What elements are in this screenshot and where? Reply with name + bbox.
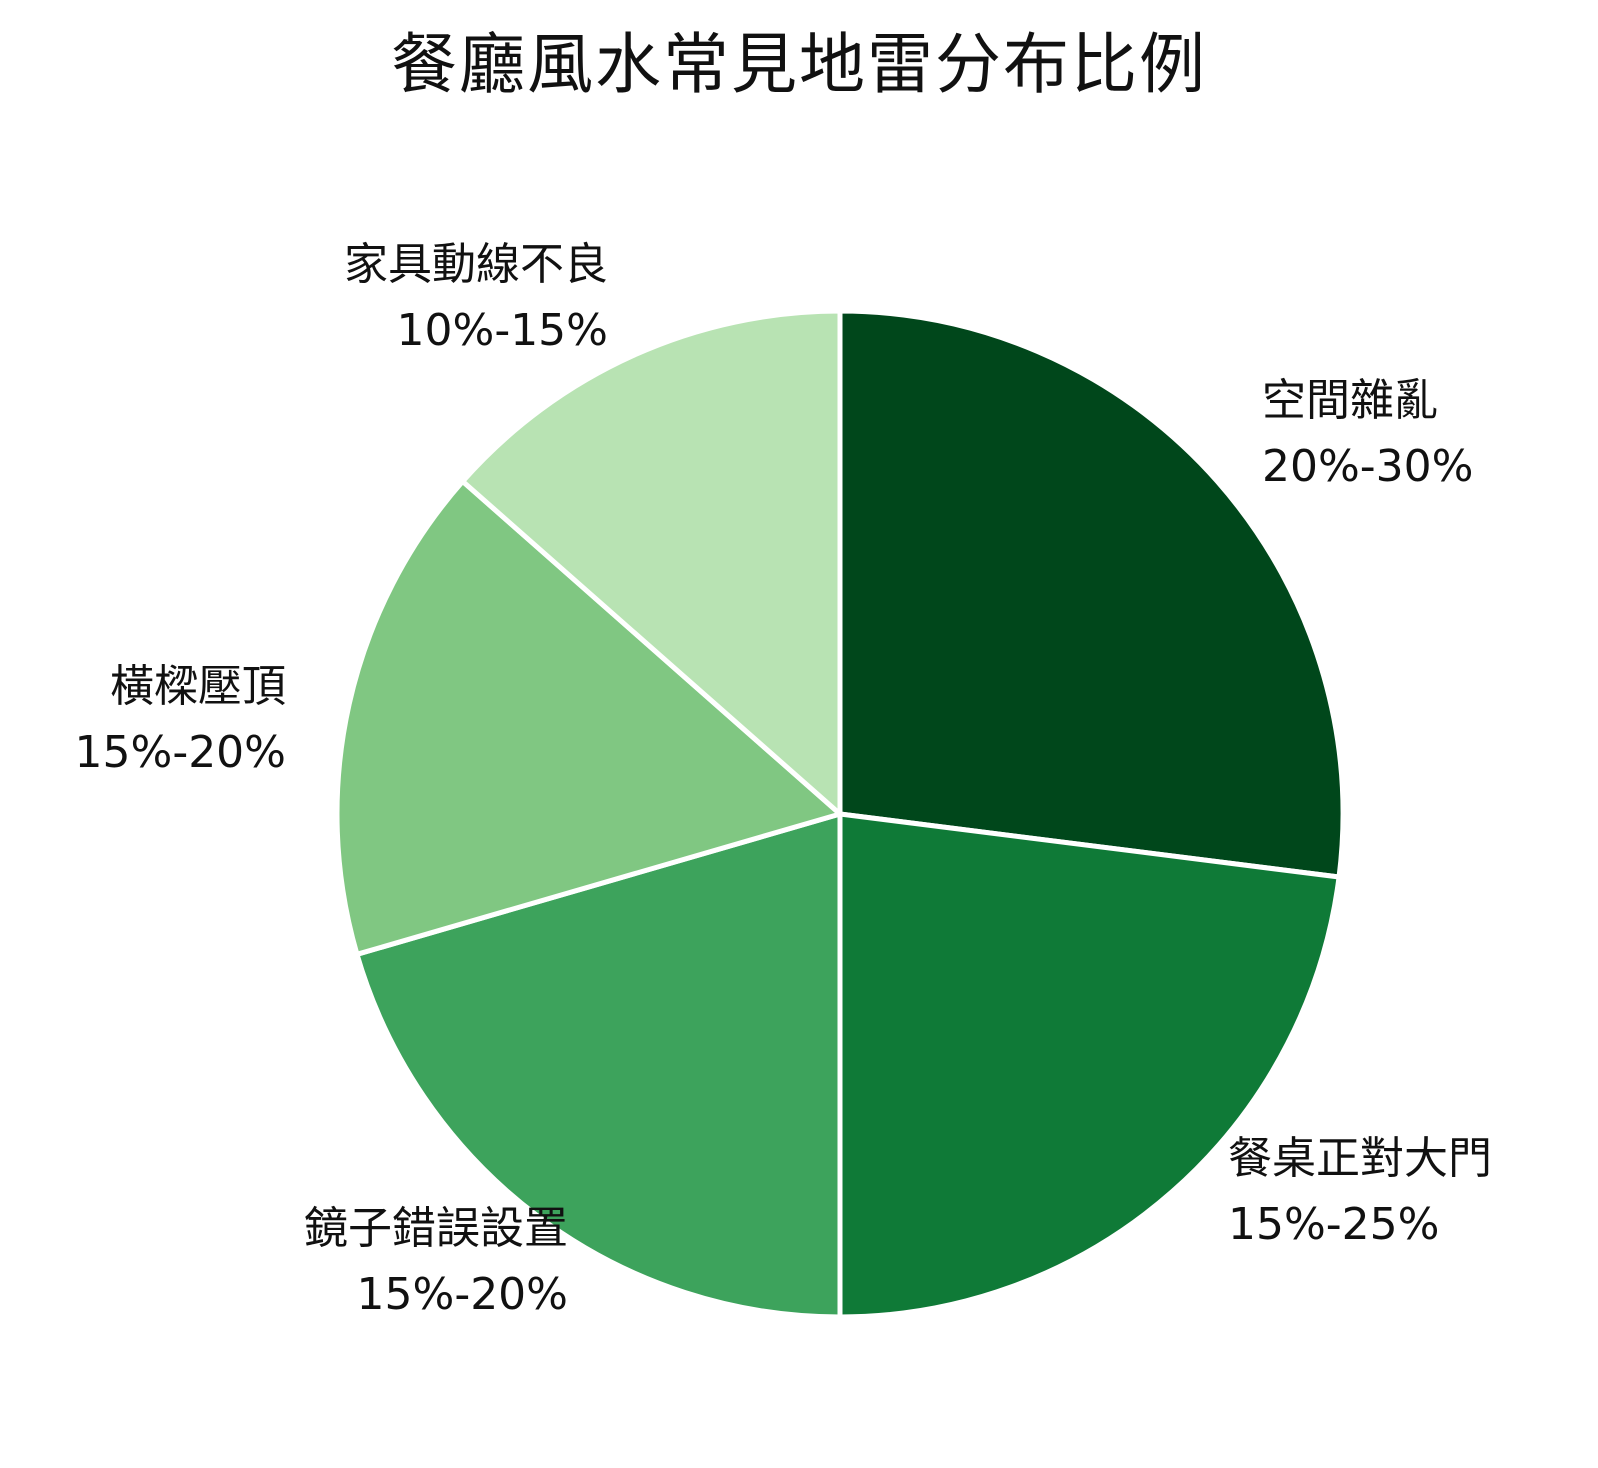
slice-clutter	[837, 308, 1346, 880]
slice-table-facing-door	[837, 811, 1342, 1320]
slice-range: 15%-20%	[356, 1269, 568, 1320]
slice-range: 20%-30%	[1262, 441, 1474, 492]
slice-range: 15%-25%	[1228, 1199, 1440, 1250]
slice-name: 餐桌正對大門	[1228, 1133, 1492, 1184]
slice-label-table-facing-door: 餐桌正對大門 15%-25%	[1228, 1126, 1492, 1258]
slice-label-mirror-misplacement: 鏡子錯誤設置 15%-20%	[304, 1196, 568, 1328]
slice-range: 15%-20%	[74, 727, 286, 778]
slice-beam-overhead	[334, 478, 843, 957]
slice-mirror-misplacement	[354, 811, 843, 1320]
slice-furniture-flow	[460, 308, 843, 817]
slice-label-beam-overhead: 橫樑壓頂 15%-20%	[75, 654, 286, 786]
slice-range: 10%-15%	[396, 305, 608, 356]
slice-label-clutter: 空間雜亂 20%-30%	[1262, 368, 1473, 500]
slice-name: 家具動線不良	[344, 239, 608, 290]
slice-label-furniture-flow: 家具動線不良 10%-15%	[344, 232, 608, 364]
slice-name: 鏡子錯誤設置	[304, 1203, 568, 1254]
pie-slices	[334, 308, 1346, 1320]
slice-name: 空間雜亂	[1262, 375, 1438, 426]
slice-name: 橫樑壓頂	[110, 661, 286, 712]
chart-title: 餐廳風水常見地雷分布比例	[391, 26, 1207, 103]
